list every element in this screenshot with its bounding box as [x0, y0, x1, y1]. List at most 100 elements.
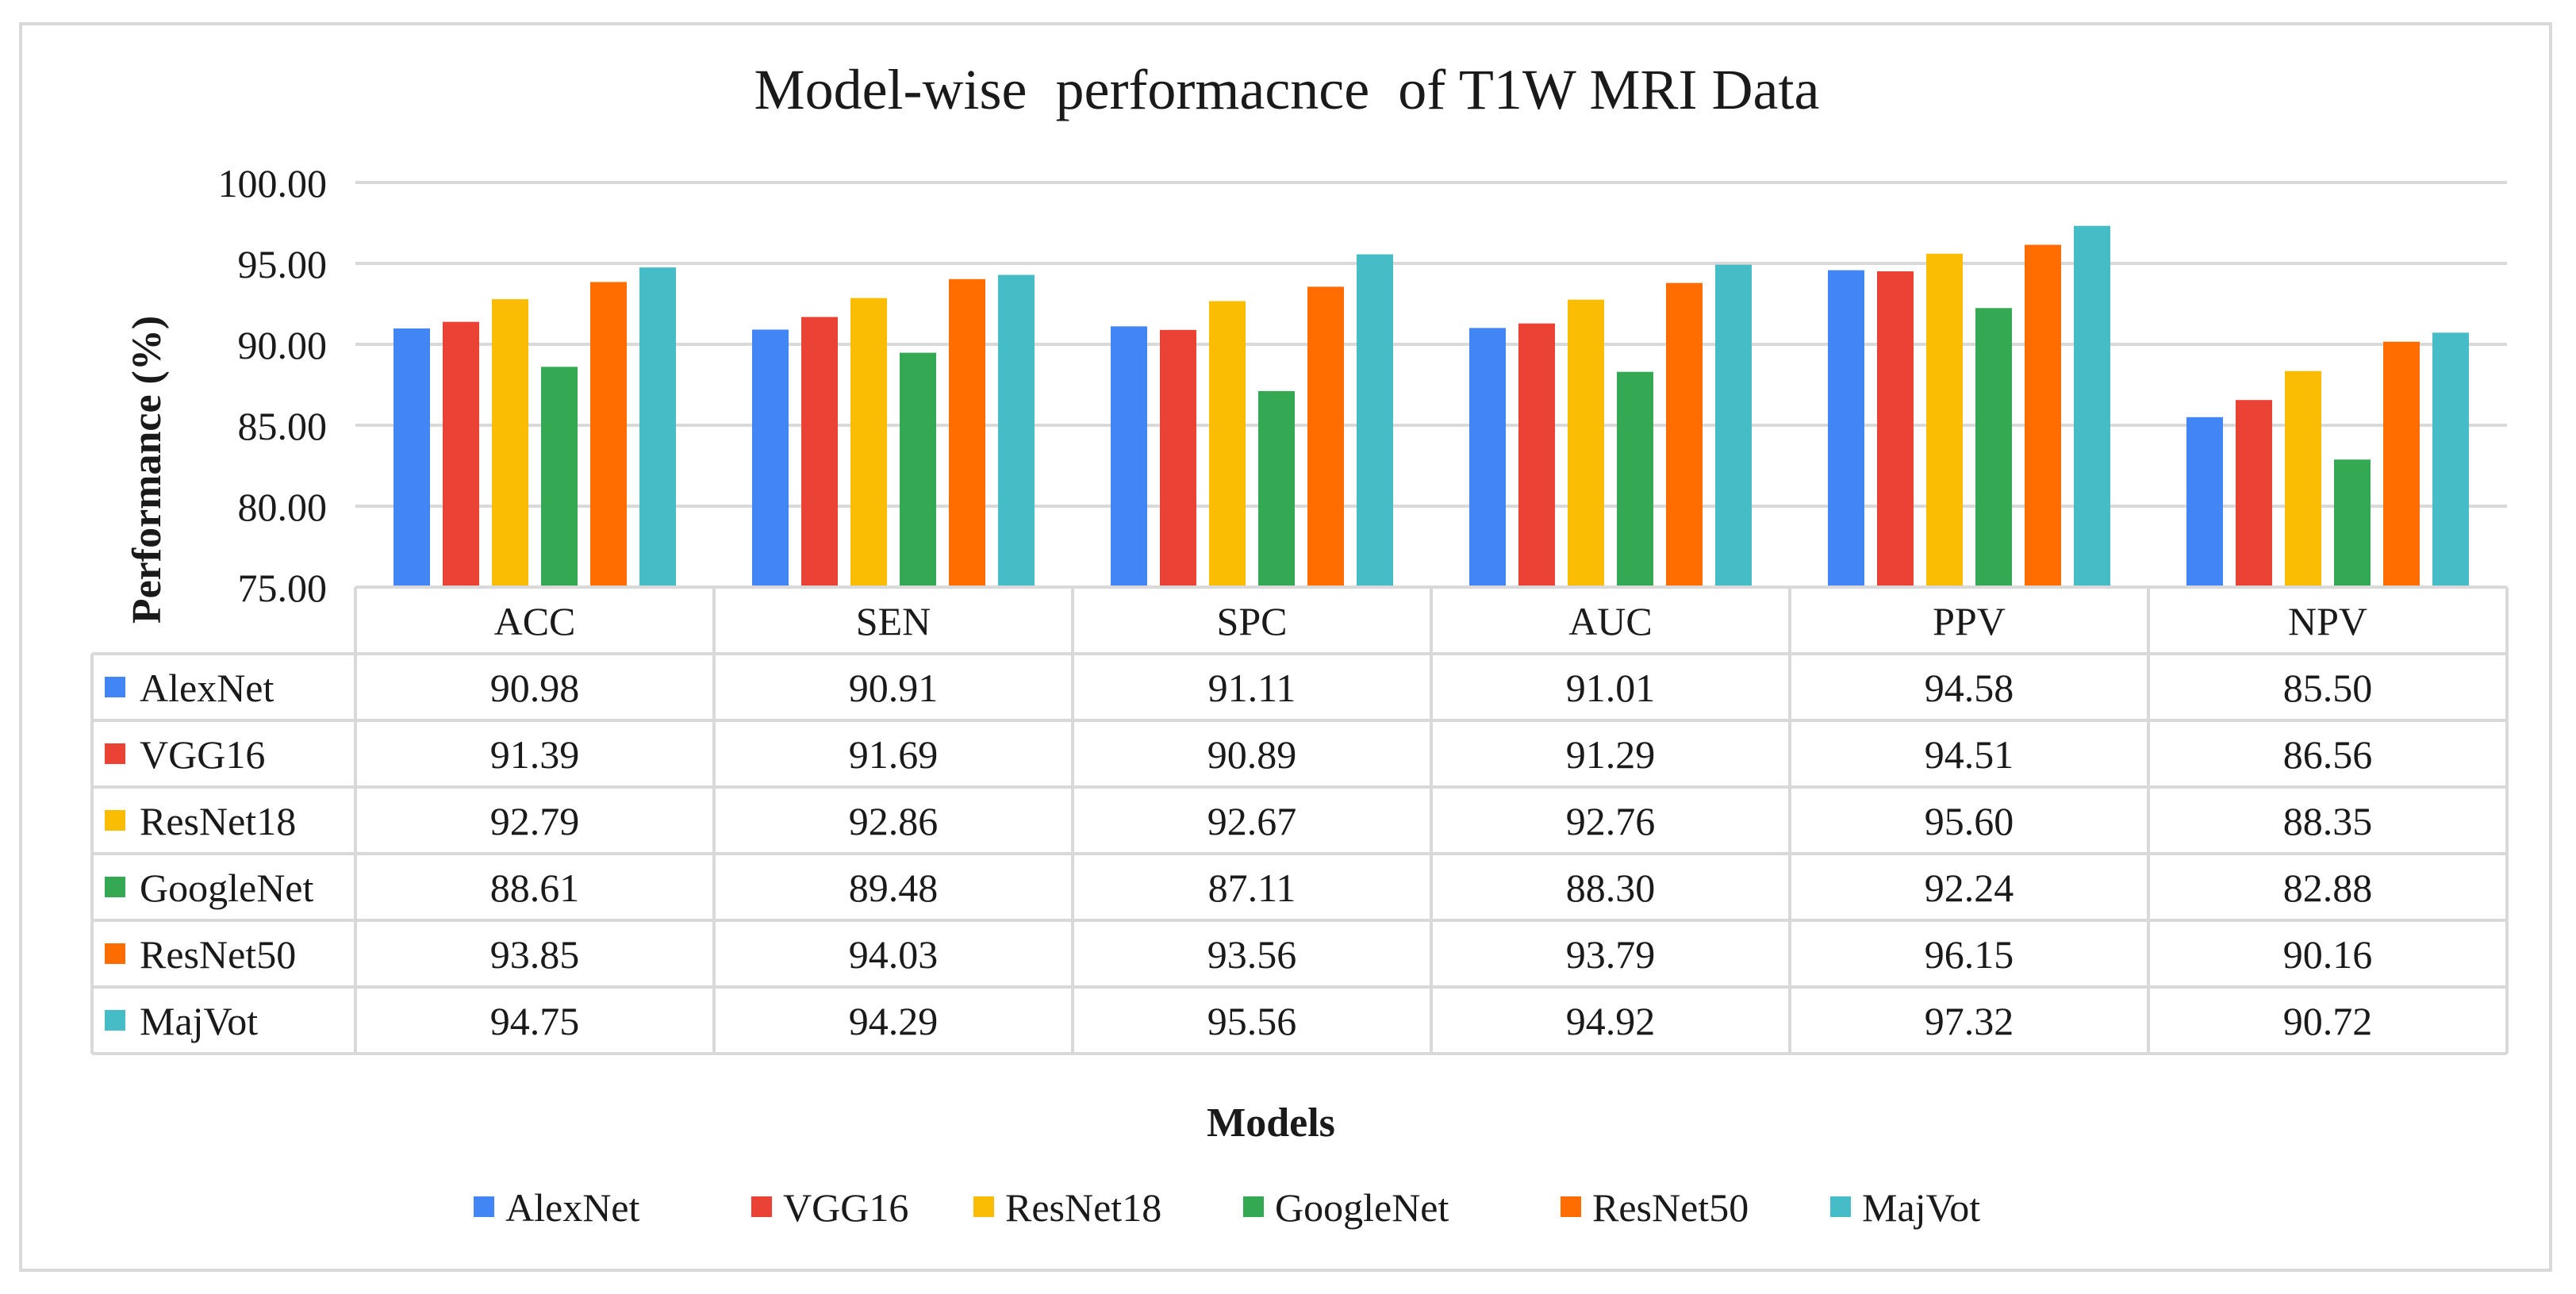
legend-swatch-majvot — [1830, 1196, 1851, 1217]
bar-resnet50-auc — [1666, 282, 1703, 587]
data-label: 94.92 — [1566, 999, 1656, 1043]
bar-googlenet-acc — [541, 367, 578, 587]
bar-googlenet-npv — [2334, 459, 2371, 587]
bar-majvot-sen — [998, 275, 1035, 587]
table-row-label: VGG16 — [140, 732, 265, 777]
x-axis-label: Models — [1207, 1100, 1335, 1146]
data-label: 82.88 — [2283, 866, 2373, 910]
bar-googlenet-ppv — [1975, 308, 2012, 587]
data-label: 88.35 — [2283, 799, 2373, 843]
legend-label: AlexNet — [505, 1185, 639, 1230]
table-row-label: ResNet18 — [140, 799, 296, 843]
bars-layer — [394, 225, 2469, 587]
bar-resnet50-spc — [1307, 286, 1344, 587]
data-label: 94.58 — [1925, 666, 2014, 710]
bar-resnet18-ppv — [1926, 253, 1963, 587]
y-tick-label: 85.00 — [238, 404, 328, 448]
bar-majvot-ppv — [2074, 225, 2110, 587]
table-row-label: AlexNet — [140, 666, 274, 710]
data-label: 94.51 — [1925, 732, 2014, 777]
bar-resnet18-acc — [492, 299, 528, 587]
data-label: 94.03 — [849, 932, 939, 977]
table-row-label: GoogleNet — [140, 866, 313, 910]
bar-vgg16-ppv — [1877, 271, 1914, 587]
bar-vgg16-spc — [1160, 329, 1196, 587]
bar-vgg16-npv — [2236, 400, 2272, 587]
data-label: 94.75 — [490, 999, 580, 1043]
grid-layer — [355, 181, 2507, 589]
data-label: 90.16 — [2283, 932, 2373, 977]
legend-label: GoogleNet — [1275, 1185, 1449, 1230]
bar-resnet18-auc — [1568, 299, 1604, 587]
bar-resnet50-npv — [2383, 341, 2420, 587]
bar-majvot-acc — [639, 267, 676, 587]
y-tick-label: 75.00 — [238, 566, 328, 610]
bar-googlenet-spc — [1258, 390, 1295, 587]
table-legend-key — [105, 810, 125, 831]
bar-alexnet-ppv — [1828, 270, 1864, 587]
data-label: 91.29 — [1566, 732, 1656, 777]
bar-resnet50-ppv — [2025, 244, 2061, 587]
data-label: 89.48 — [849, 866, 939, 910]
data-label: 91.11 — [1208, 666, 1296, 710]
data-label: 92.24 — [1925, 866, 2014, 910]
bar-vgg16-auc — [1518, 323, 1555, 587]
chart-frame — [19, 22, 2552, 1272]
table-legend-key — [105, 943, 125, 964]
y-axis-label: Performance (%) — [125, 316, 170, 624]
legend: AlexNet VGG16 ResNet18 GoogleNet ResNet50 Maj… — [474, 1185, 1980, 1230]
table-legend-key — [105, 1010, 125, 1031]
data-label: 94.29 — [849, 999, 939, 1043]
bar-alexnet-acc — [394, 328, 430, 587]
data-label: 91.39 — [490, 732, 580, 777]
data-label: 85.50 — [2283, 666, 2373, 710]
data-label: 93.56 — [1207, 932, 1297, 977]
bar-majvot-spc — [1357, 254, 1393, 587]
bar-googlenet-sen — [900, 352, 936, 587]
data-label: 95.60 — [1925, 799, 2014, 843]
data-label: 90.98 — [490, 666, 580, 710]
bar-resnet18-npv — [2285, 371, 2321, 587]
data-label: 87.11 — [1208, 866, 1296, 910]
table-row-label: ResNet50 — [140, 932, 296, 977]
legend-swatch-alexnet — [474, 1196, 494, 1217]
table-legend-key — [105, 743, 125, 764]
y-tick-labels: 75.00 80.00 85.00 90.00 95.00 100.00 — [218, 161, 328, 610]
data-label: 96.15 — [1925, 932, 2014, 977]
x-tick-label: AUC — [1568, 599, 1653, 643]
bar-resnet50-acc — [590, 282, 627, 587]
bar-googlenet-auc — [1617, 371, 1653, 587]
bar-alexnet-auc — [1469, 328, 1506, 587]
bar-vgg16-sen — [801, 317, 838, 587]
data-label: 93.79 — [1566, 932, 1656, 977]
table-legend-key — [105, 677, 125, 697]
legend-swatch-googlenet — [1243, 1196, 1264, 1217]
bar-alexnet-sen — [752, 329, 789, 587]
legend-label: VGG16 — [783, 1185, 908, 1230]
data-label: 91.01 — [1566, 666, 1656, 710]
bar-vgg16-acc — [443, 321, 479, 587]
chart-title: Model-wise performacnce of T1W MRI Data — [754, 58, 1820, 121]
x-tick-label: PPV — [1933, 599, 2006, 643]
bar-majvot-auc — [1715, 264, 1752, 587]
data-label: 95.56 — [1207, 999, 1297, 1043]
legend-swatch-resnet18 — [973, 1196, 994, 1217]
bar-resnet50-sen — [949, 278, 985, 587]
data-label: 93.85 — [490, 932, 580, 977]
data-label: 88.30 — [1566, 866, 1656, 910]
table-legend-key — [105, 877, 125, 897]
x-tick-label: ACC — [494, 599, 576, 643]
data-label: 88.61 — [490, 866, 580, 910]
legend-swatch-resnet50 — [1561, 1196, 1581, 1217]
data-label: 92.67 — [1207, 799, 1297, 843]
bar-resnet18-spc — [1209, 301, 1246, 587]
data-label: 90.89 — [1207, 732, 1297, 777]
x-tick-label: NPV — [2288, 599, 2367, 643]
bar-majvot-npv — [2432, 332, 2469, 587]
data-label: 90.72 — [2283, 999, 2373, 1043]
data-label: 91.69 — [849, 732, 939, 777]
data-label: 92.76 — [1566, 799, 1656, 843]
y-tick-label: 90.00 — [238, 323, 328, 367]
legend-label: ResNet18 — [1005, 1185, 1161, 1230]
